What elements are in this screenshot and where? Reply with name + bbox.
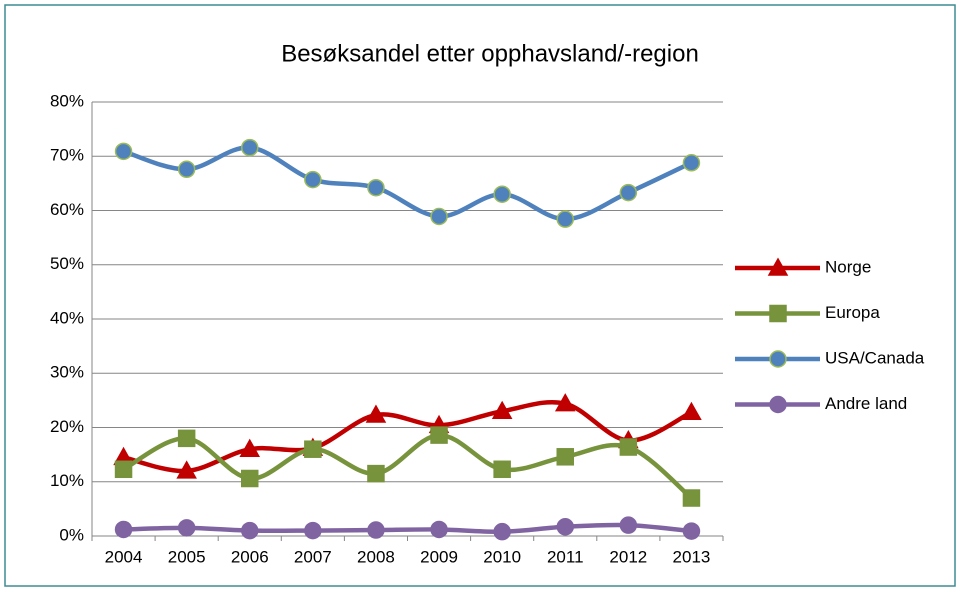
- data-point: [493, 460, 511, 479]
- data-point: [367, 178, 385, 197]
- data-point: [556, 448, 574, 466]
- data-point: [493, 522, 511, 541]
- x-tick-label: 2010: [483, 547, 521, 566]
- data-point: [682, 154, 701, 172]
- data-point: [556, 210, 574, 228]
- data-point: [114, 520, 133, 539]
- y-tick-label: 0%: [59, 525, 84, 544]
- x-tick-label: 2011: [547, 547, 584, 566]
- y-tick-label: 20%: [50, 417, 84, 436]
- data-point: [241, 469, 259, 488]
- legend-label: Andre land: [825, 394, 907, 413]
- data-point: [430, 426, 448, 444]
- data-point: [367, 521, 385, 539]
- series-line: [122, 432, 693, 500]
- data-point: [493, 185, 511, 203]
- data-point: [114, 142, 133, 161]
- data-point: [681, 401, 702, 421]
- chart-border: [4, 4, 956, 587]
- series-line: [122, 145, 693, 222]
- y-tick-label: 60%: [50, 200, 84, 219]
- data-point: [367, 464, 385, 483]
- data-point: [430, 520, 448, 539]
- x-tick-label: 2007: [294, 547, 332, 566]
- legend-label: USA/Canada: [825, 348, 925, 367]
- data-point: [177, 519, 196, 537]
- data-point: [304, 521, 322, 540]
- data-point: [241, 521, 259, 540]
- data-point: [682, 522, 701, 540]
- chart-title: Besøksandel etter opphavsland/-region: [281, 40, 699, 67]
- data-point: [554, 393, 576, 412]
- x-tick-label: 2004: [105, 547, 143, 566]
- data-point: [682, 489, 701, 507]
- data-point: [556, 518, 574, 536]
- data-point: [491, 400, 513, 419]
- legend-marker: [769, 304, 787, 323]
- x-tick-label: 2005: [168, 547, 206, 566]
- y-tick-label: 70%: [50, 146, 84, 165]
- data-point: [619, 516, 638, 534]
- data-point: [304, 170, 322, 189]
- y-tick-label: 10%: [50, 471, 84, 490]
- data-point: [114, 460, 133, 479]
- legend-marker: [769, 395, 787, 414]
- data-point: [239, 438, 261, 457]
- y-tick-label: 40%: [50, 308, 84, 327]
- data-point: [304, 440, 322, 458]
- x-tick-label: 2012: [609, 547, 647, 566]
- data-point: [430, 207, 448, 226]
- legend-label: Norge: [825, 257, 871, 276]
- data-point: [176, 460, 197, 479]
- y-tick-label: 50%: [50, 254, 84, 273]
- x-tick-label: 2013: [673, 547, 711, 566]
- data-point: [365, 404, 387, 423]
- data-point: [177, 429, 196, 448]
- y-tick-label: 30%: [50, 363, 84, 382]
- x-tick-label: 2009: [420, 547, 458, 566]
- data-point: [241, 138, 259, 157]
- legend-marker: [767, 257, 789, 276]
- x-tick-label: 2008: [357, 547, 395, 566]
- data-point: [177, 160, 196, 179]
- y-tick-label: 80%: [50, 91, 84, 110]
- x-tick-label: 2006: [231, 547, 269, 566]
- data-point: [619, 438, 638, 456]
- legend-marker: [769, 350, 787, 368]
- legend-label: Europa: [825, 303, 880, 322]
- data-point: [619, 183, 638, 202]
- series-line: [123, 522, 692, 534]
